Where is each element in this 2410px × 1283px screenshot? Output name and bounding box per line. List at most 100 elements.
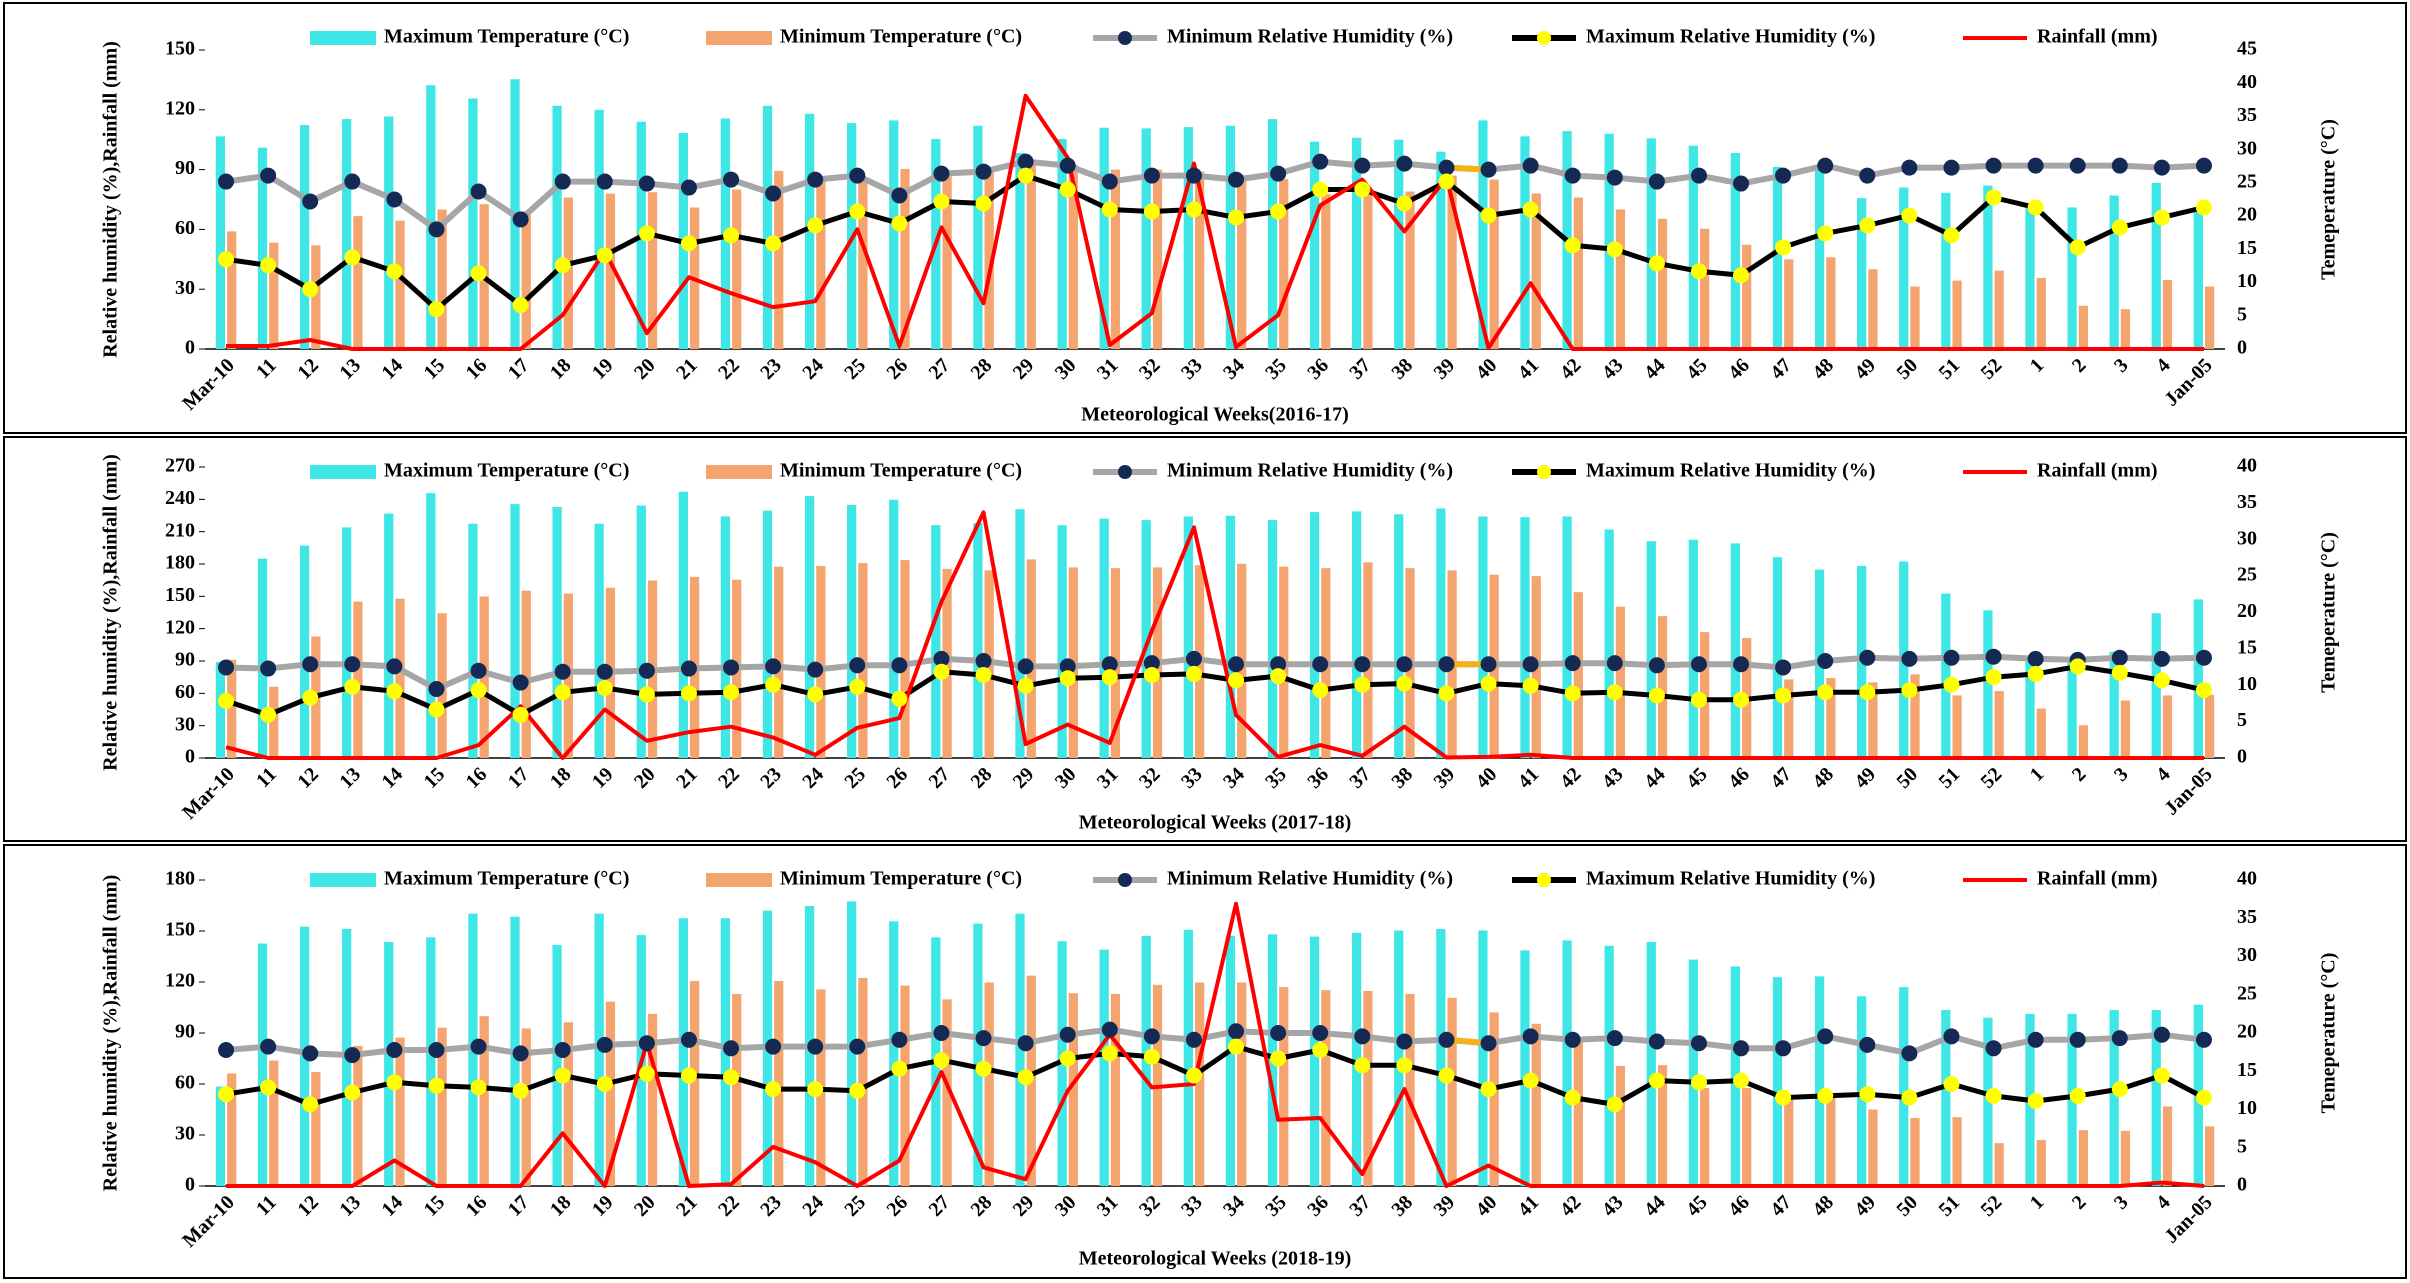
x-tick-label: 46 bbox=[1724, 1191, 1754, 1221]
x-tick-label: 31 bbox=[1093, 763, 1123, 793]
marker-max-rh bbox=[1017, 167, 1034, 184]
bar-max-temp bbox=[1015, 509, 1025, 758]
marker-max-rh bbox=[1354, 181, 1371, 198]
marker-max-rh bbox=[428, 301, 445, 318]
y-right-tick-label: 15 bbox=[2237, 636, 2257, 658]
bar-min-temp bbox=[1194, 171, 1205, 349]
marker-min-rh bbox=[680, 179, 697, 196]
marker-min-rh bbox=[807, 1038, 824, 1055]
marker-min-rh bbox=[1901, 1045, 1918, 1062]
marker-max-rh bbox=[1775, 239, 1792, 256]
bar-min-temp bbox=[1573, 1036, 1583, 1186]
bar-min-temp bbox=[900, 985, 910, 1186]
bar-min-temp bbox=[395, 598, 405, 758]
x-tick-label: 31 bbox=[1093, 354, 1123, 384]
legend-label: Maximum Temperature (°C) bbox=[384, 460, 629, 482]
marker-min-rh bbox=[1690, 167, 1707, 184]
marker-min-rh bbox=[1733, 656, 1750, 673]
marker-max-rh bbox=[1606, 684, 1623, 701]
marker-max-rh bbox=[933, 663, 950, 680]
bar-max-temp bbox=[552, 945, 562, 1186]
marker-min-rh bbox=[2153, 650, 2170, 667]
bar-min-temp bbox=[1068, 993, 1078, 1186]
x-tick-label: 24 bbox=[798, 354, 828, 384]
marker-max-rh bbox=[1985, 189, 2002, 206]
marker-max-rh bbox=[1859, 1086, 1876, 1103]
bar-min-temp bbox=[732, 993, 742, 1186]
marker-min-rh bbox=[428, 221, 445, 238]
bar-min-temp bbox=[900, 168, 910, 349]
bar-min-temp bbox=[1952, 695, 1962, 758]
bar-max-temp bbox=[973, 523, 983, 758]
bar-min-temp bbox=[2204, 694, 2215, 758]
y-right-tick-label: 30 bbox=[2237, 944, 2257, 966]
marker-max-rh bbox=[428, 701, 445, 718]
bar-min-temp bbox=[1279, 987, 1289, 1186]
y-right-tick-label: 15 bbox=[2237, 237, 2257, 259]
marker-min-rh bbox=[933, 165, 950, 182]
marker-min-rh bbox=[1312, 153, 1329, 170]
y-right-tick-label: 25 bbox=[2237, 982, 2257, 1004]
y-left-tick-label: 30 bbox=[175, 277, 195, 299]
marker-min-rh bbox=[1733, 175, 1750, 192]
x-tick-label: 48 bbox=[1808, 763, 1838, 793]
marker-max-rh bbox=[1396, 1057, 1413, 1074]
legend-label: Maximum Temperature (°C) bbox=[384, 868, 629, 890]
x-tick-label: 36 bbox=[1303, 763, 1333, 793]
chart-panel-2: Maximum Temperature (°C) Minimum Temperat… bbox=[3, 436, 2407, 842]
bar-max-temp bbox=[1394, 930, 1404, 1186]
x-tick-label: 36 bbox=[1303, 354, 1333, 384]
bar-max-temp bbox=[1267, 119, 1278, 349]
marker-max-rh bbox=[1185, 201, 1202, 218]
marker-max-rh bbox=[1648, 1072, 1665, 1089]
y-left-tick-label: 60 bbox=[175, 217, 195, 239]
bar-max-temp bbox=[847, 504, 857, 758]
bar-max-temp bbox=[384, 513, 394, 758]
y-right-tick-label: 30 bbox=[2237, 527, 2257, 549]
marker-max-rh bbox=[2153, 1067, 2170, 1084]
marker-min-rh bbox=[1438, 1031, 1455, 1048]
x-tick-label: 30 bbox=[1051, 763, 1081, 793]
y-right-tick-label: 35 bbox=[2237, 906, 2257, 928]
marker-min-rh bbox=[1985, 157, 2002, 174]
x-tick-label: 34 bbox=[1219, 354, 1249, 384]
marker-max-rh bbox=[680, 685, 697, 702]
y-left-tick-label: 0 bbox=[185, 337, 195, 359]
bar-max-temp bbox=[931, 525, 941, 758]
marker-min-rh bbox=[512, 211, 529, 228]
x-tick-label: 45 bbox=[1682, 763, 1712, 793]
line-rainfall bbox=[225, 510, 2204, 760]
legend-item-max-rh: Maximum Relative Humidity (%) bbox=[1512, 460, 1875, 482]
x-tick-label: Jan-05 bbox=[2160, 354, 2216, 410]
marker-min-rh bbox=[554, 663, 571, 680]
bar-max-temp bbox=[889, 499, 899, 758]
marker-max-rh bbox=[1101, 201, 1118, 218]
bar-min-temp bbox=[605, 193, 616, 349]
bar-max-temp bbox=[762, 105, 773, 350]
bar-min-temp bbox=[1868, 1109, 1878, 1186]
marker-max-rh bbox=[1312, 682, 1329, 699]
x-tick-label: 26 bbox=[882, 354, 912, 384]
x-tick-label: 44 bbox=[1640, 763, 1670, 793]
marker-max-rh bbox=[1143, 1048, 1160, 1065]
marker-min-rh bbox=[765, 658, 782, 675]
y-right-tick-label: 0 bbox=[2237, 1174, 2247, 1196]
x-tick-label: 1 bbox=[2026, 354, 2049, 377]
marker-min-rh bbox=[1985, 648, 2002, 665]
x-tick-label: 23 bbox=[756, 354, 786, 384]
marker-max-rh bbox=[470, 265, 487, 282]
marker-max-rh bbox=[765, 1081, 782, 1098]
legend-item-min-temp: Minimum Temperature (°C) bbox=[706, 26, 1022, 48]
bar-min-temp bbox=[1868, 269, 1878, 349]
marker-min-rh bbox=[1270, 165, 1287, 182]
marker-max-rh bbox=[723, 1069, 740, 1086]
marker-min-rh bbox=[386, 658, 403, 675]
bar-max-temp bbox=[426, 493, 436, 758]
marker-min-rh bbox=[891, 187, 908, 204]
x-tick-label: Jan-05 bbox=[2160, 1191, 2216, 1247]
marker-min-rh bbox=[2027, 1031, 2044, 1048]
bar-max-temp bbox=[1352, 511, 1362, 758]
bar-max-temp bbox=[2067, 658, 2077, 758]
bar-min-temp bbox=[1447, 997, 1457, 1186]
legend-swatch bbox=[706, 465, 772, 479]
